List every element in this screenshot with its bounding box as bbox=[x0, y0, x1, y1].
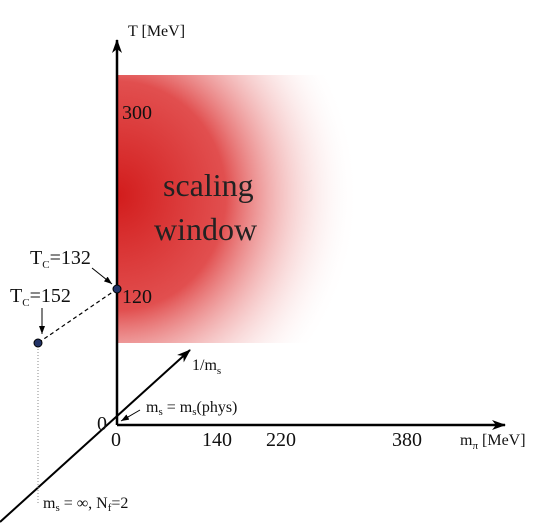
text: f bbox=[108, 502, 112, 514]
text: C bbox=[22, 297, 29, 309]
tick-label: 220 bbox=[266, 429, 296, 451]
text: π bbox=[472, 440, 478, 452]
text: =2 bbox=[111, 495, 128, 512]
tick-label: 380 bbox=[392, 429, 422, 451]
tick-label: 140 bbox=[202, 429, 232, 451]
window-label: window bbox=[154, 211, 257, 247]
point bbox=[112, 284, 122, 294]
text: = ∞, N bbox=[60, 495, 108, 512]
t-axis-label: T [MeV] bbox=[128, 23, 185, 40]
text: = m bbox=[163, 399, 193, 416]
arrow bbox=[91, 267, 113, 285]
m-pi-axis-label: mπ [MeV] bbox=[460, 432, 526, 452]
text: C bbox=[42, 259, 49, 271]
point-label: TC=152 bbox=[10, 285, 71, 309]
tick-label: 300 bbox=[122, 102, 152, 124]
text: (phys) bbox=[196, 399, 237, 416]
point-label: TC=132 bbox=[30, 247, 91, 271]
text: s bbox=[158, 406, 162, 418]
tick-label: 0 bbox=[111, 429, 121, 451]
text: T bbox=[30, 247, 42, 269]
text: 1/m bbox=[192, 357, 217, 374]
ms-axis bbox=[0, 349, 191, 523]
annotation: ms = ms(phys) bbox=[146, 399, 237, 418]
text: =132 bbox=[50, 247, 91, 269]
text: s bbox=[192, 406, 196, 418]
text: m bbox=[460, 432, 473, 449]
text: [MeV] bbox=[478, 432, 526, 449]
text: s bbox=[217, 365, 221, 377]
arrow bbox=[120, 409, 141, 422]
text: s bbox=[55, 502, 59, 514]
text: m bbox=[146, 399, 159, 416]
tick-label: 120 bbox=[122, 286, 152, 308]
text: T bbox=[10, 285, 22, 307]
scaling-window-region bbox=[117, 75, 372, 343]
text: =152 bbox=[30, 285, 71, 307]
ms-axis-label: 1/ms bbox=[192, 357, 221, 377]
annotation: ms = ∞, Nf=2 bbox=[43, 495, 128, 514]
text: m bbox=[43, 495, 56, 512]
dashed-line bbox=[37, 288, 118, 344]
origin-label: 0 bbox=[97, 413, 107, 435]
window-label: scaling bbox=[163, 167, 254, 203]
point bbox=[33, 338, 43, 348]
